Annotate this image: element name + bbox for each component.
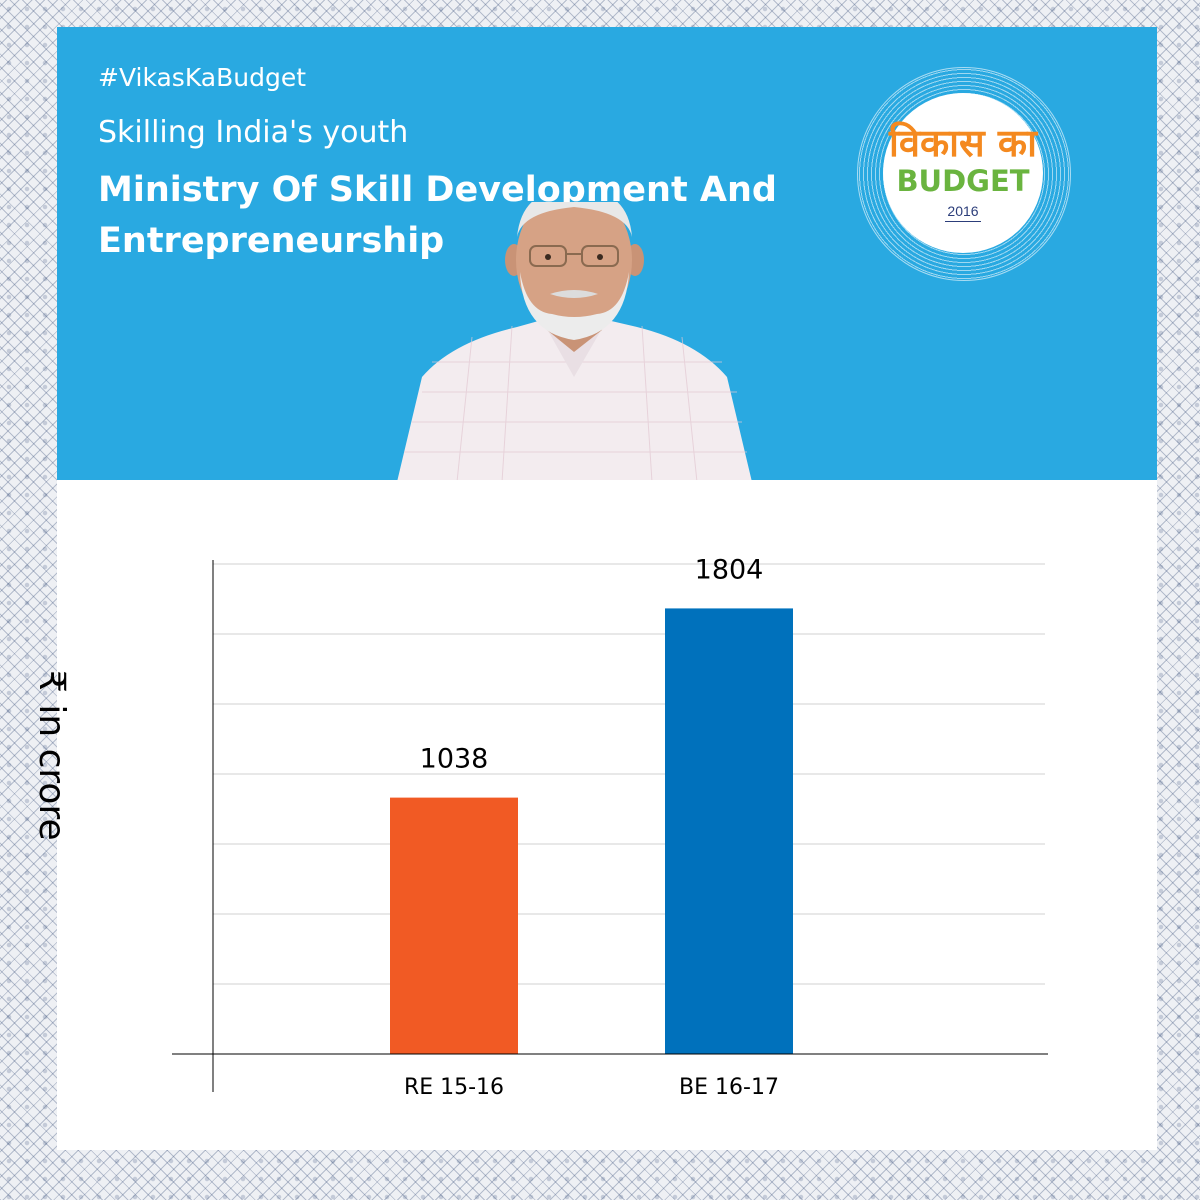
portrait-image (397, 202, 752, 480)
data-label-2: 1804 (695, 554, 764, 585)
hashtag: #VikasKaBudget (98, 63, 307, 92)
subtitle: Skilling India's youth (98, 115, 409, 150)
header-banner: #VikasKaBudget Skilling India's youth Mi… (57, 27, 1157, 480)
category-label-2: BE 16-17 (679, 1075, 779, 1100)
bar-1 (390, 797, 518, 1054)
logo-hindi-text: विकास का (889, 121, 1037, 165)
y-axis-label: ₹ in crore (31, 670, 72, 841)
category-label-1: RE 15-16 (404, 1075, 504, 1100)
budget-logo: विकास का BUDGET 2016 (883, 93, 1043, 253)
logo-year: 2016 (945, 203, 981, 222)
data-label-1: 1038 (420, 744, 489, 775)
infographic-card: #VikasKaBudget Skilling India's youth Mi… (57, 27, 1157, 1150)
ministry-title: Ministry Of Skill Development And Entrep… (98, 170, 777, 261)
bar-2 (665, 608, 793, 1054)
logo-budget-text: BUDGET (896, 164, 1030, 198)
